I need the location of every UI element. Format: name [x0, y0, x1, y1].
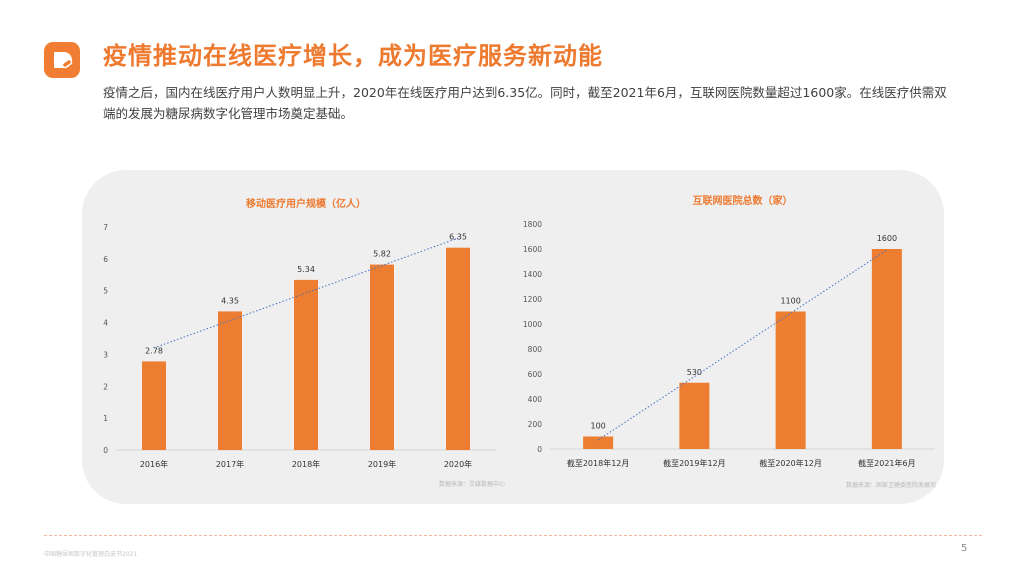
y-tick-label: 0 [537, 445, 542, 454]
x-tick-label: 2016年 [140, 459, 168, 469]
mobile-medical-users-chart: 移动医疗用户规模（亿人） 0 1 2 3 4 5 6 7 2.78 2016年 4.35 2017年 5.… [103, 197, 505, 488]
data-label: 530 [687, 368, 702, 377]
trendline [597, 249, 888, 441]
y-tick-label: 200 [528, 420, 543, 429]
y-tick-label: 1600 [523, 245, 542, 254]
pill-logo-icon [44, 42, 80, 78]
bar [218, 311, 242, 450]
page-number: 5 [961, 543, 968, 554]
y-tick-label: 6 [103, 255, 108, 264]
data-source: 数据来源：艾媒数据中心 [439, 480, 505, 488]
footer-text: 中国糖尿病数字化管理白皮书2021 [44, 551, 138, 558]
page-title: 疫情推动在线医疗增长，成为医疗服务新动能 [103, 42, 603, 70]
x-tick-label: 截至2020年12月 [759, 458, 822, 468]
trendline [153, 237, 459, 349]
data-label: 1100 [780, 297, 800, 306]
internet-hospitals-chart: 互联网医院总数（家） 0 200 400 600 800 1000 1200 1400 1600 1… [523, 194, 936, 489]
y-tick-label: 600 [528, 370, 543, 379]
x-tick-label: 2020年 [444, 459, 472, 469]
data-label: 100 [590, 422, 605, 431]
y-tick-label: 5 [103, 287, 108, 296]
y-tick-label: 400 [528, 395, 543, 404]
y-tick-label: 4 [103, 319, 108, 328]
x-tick-label: 2018年 [292, 459, 320, 469]
data-label: 6.35 [449, 233, 467, 242]
y-tick-label: 7 [103, 223, 108, 232]
data-label: 4.35 [221, 296, 239, 305]
y-tick-label: 2 [103, 382, 108, 391]
bar [679, 382, 710, 449]
bar [583, 436, 614, 449]
data-label: 5.34 [297, 265, 315, 274]
data-label: 2.78 [145, 346, 163, 355]
data-label: 5.82 [373, 250, 391, 259]
x-tick-label: 截至2021年6月 [858, 458, 915, 468]
bar [446, 247, 470, 450]
chart-title: 互联网医院总数（家） [693, 194, 793, 207]
data-label: 1600 [877, 234, 897, 243]
y-tick-label: 0 [103, 446, 108, 455]
x-tick-label: 2017年 [216, 459, 244, 469]
x-tick-label: 截至2018年12月 [567, 458, 630, 468]
y-tick-label: 3 [103, 350, 108, 359]
bar [142, 361, 166, 450]
x-tick-label: 截至2019年12月 [663, 458, 726, 468]
y-tick-label: 800 [528, 345, 543, 354]
y-tick-label: 1000 [523, 320, 542, 329]
bar [294, 279, 318, 450]
bar [775, 311, 806, 449]
y-tick-label: 1 [103, 414, 108, 423]
bar [871, 249, 902, 449]
footer-divider [44, 535, 982, 536]
chart-title: 移动医疗用户规模（亿人） [246, 197, 366, 210]
y-tick-label: 1200 [523, 295, 542, 304]
x-tick-label: 2019年 [368, 459, 396, 469]
data-source: 数据来源：国家卫健委医院发展司 [846, 481, 936, 489]
y-tick-label: 1800 [523, 220, 542, 229]
bar [370, 264, 394, 450]
y-tick-label: 1400 [523, 270, 542, 279]
page-description: 疫情之后，国内在线医疗用户人数明显上升，2020年在线医疗用户达到6.35亿。同… [103, 85, 947, 121]
